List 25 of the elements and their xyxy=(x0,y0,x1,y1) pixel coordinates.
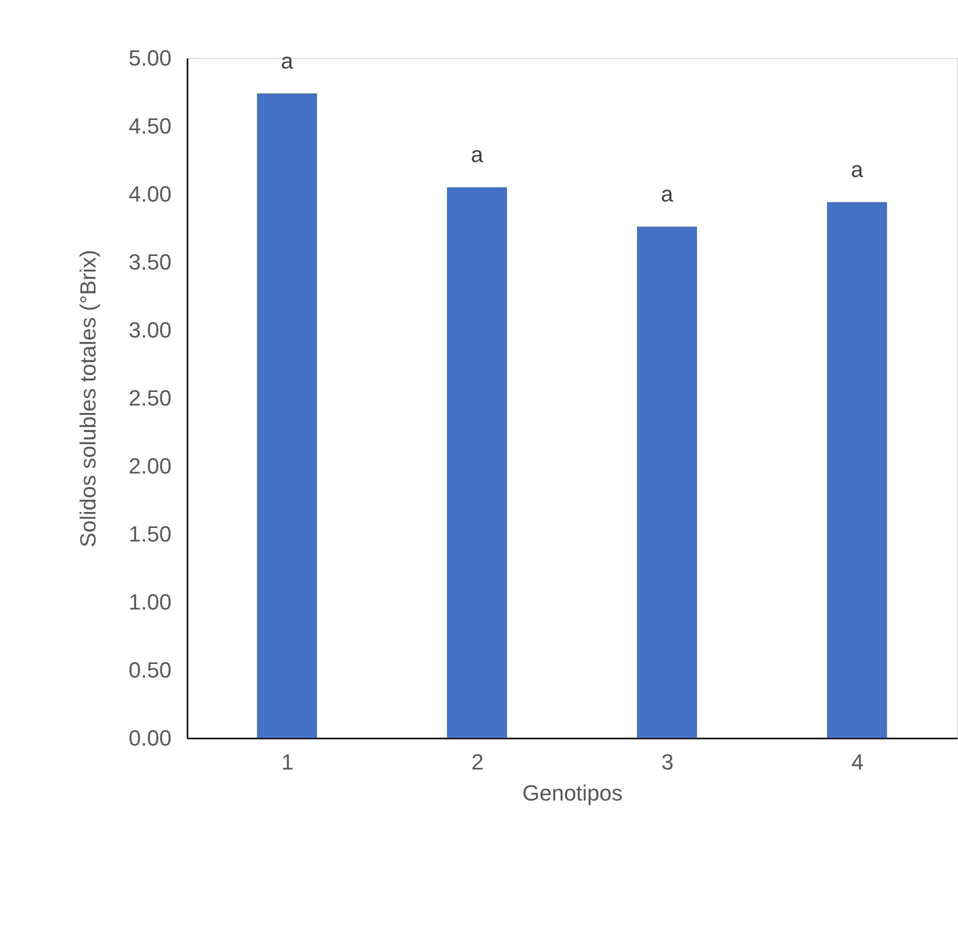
y-tick-label: 2.00 xyxy=(128,454,172,478)
y-tick-label: 1.50 xyxy=(128,522,172,546)
y-tick-label: 2.50 xyxy=(128,386,172,410)
y-tick-label: 4.00 xyxy=(128,182,172,206)
x-tick-label: 2 xyxy=(471,750,484,774)
y-tick-label: 0.50 xyxy=(128,658,172,682)
bar xyxy=(257,93,317,738)
bar xyxy=(447,187,507,738)
annotation: a xyxy=(280,48,294,74)
y-tick-label: 0.00 xyxy=(128,726,172,750)
annotation: a xyxy=(660,182,674,207)
y-tick-label: 5.00 xyxy=(128,46,172,70)
y-tick-label: 1.00 xyxy=(128,590,172,614)
y-axis-title: Solidos solubles totales (°Brix) xyxy=(76,250,101,548)
bar xyxy=(827,202,887,738)
y-tick-label: 3.50 xyxy=(128,250,172,274)
x-tick-label: 4 xyxy=(851,750,864,774)
annotation: a xyxy=(470,142,484,168)
y-tick-label: 3.00 xyxy=(128,318,172,342)
x-tick-label: 3 xyxy=(661,750,674,774)
y-tick-label: 4.50 xyxy=(128,114,172,138)
bar xyxy=(637,226,697,738)
annotation: a xyxy=(850,157,864,182)
x-axis-title: Genotipos xyxy=(522,780,623,806)
x-tick-label: 1 xyxy=(281,750,294,774)
